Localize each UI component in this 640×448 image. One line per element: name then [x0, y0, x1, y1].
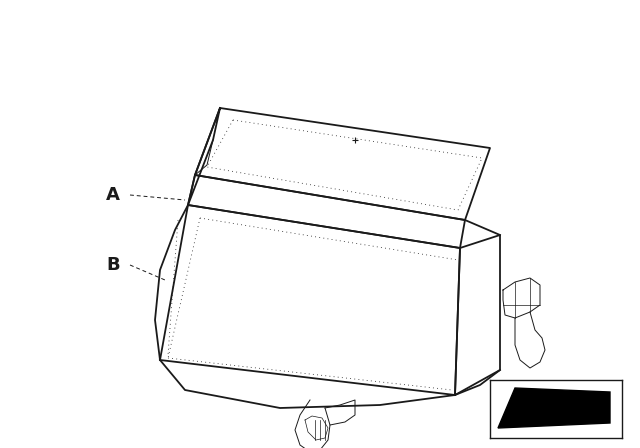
Text: A: A — [106, 186, 120, 204]
Text: B: B — [106, 256, 120, 274]
Polygon shape — [498, 388, 610, 428]
